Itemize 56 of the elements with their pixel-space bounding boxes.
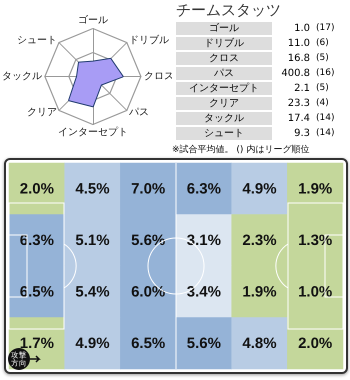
data-label: 4.9% <box>75 334 110 352</box>
data-label: 5.6% <box>186 334 221 352</box>
category-label: クリア <box>176 97 272 110</box>
spoke-label: ゴール <box>78 14 108 26</box>
data-label: 4.5% <box>75 180 110 198</box>
spoke-label: パス <box>128 107 149 118</box>
category-label: インターセプト <box>176 82 272 95</box>
data-label: (14) <box>315 127 336 140</box>
data-label: 2.1 <box>293 82 311 95</box>
data-label: 6.5% <box>131 334 166 352</box>
category-label: ゴール <box>176 22 272 35</box>
data-label: 16.8 <box>286 52 311 65</box>
data-label: 17.4 <box>286 112 311 125</box>
data-label: 6.3% <box>186 180 221 198</box>
data-label: 1.9% <box>242 283 277 300</box>
data-label: 3.1% <box>186 232 221 249</box>
data-label: 2.3% <box>242 232 277 249</box>
category-label: パス <box>176 67 272 80</box>
data-label: 11.0 <box>286 37 311 50</box>
data-label: 1.9% <box>298 180 332 198</box>
data-label: 5.6% <box>131 232 166 249</box>
category-label: シュート <box>176 127 272 140</box>
spoke-label: タックル <box>2 71 42 82</box>
data-label: 1.0% <box>298 283 332 300</box>
data-label: 4.8% <box>242 334 277 352</box>
category-label: タックル <box>176 112 272 125</box>
spoke-label: ドリブル <box>128 34 169 46</box>
data-label: 400.8 <box>280 67 311 80</box>
data-label: 7.0% <box>131 180 166 198</box>
data-label: (5) <box>315 82 330 95</box>
data-label: 1.3% <box>298 232 332 249</box>
data-label: 5.1% <box>75 232 110 249</box>
category-label: ドリブル <box>176 37 272 50</box>
data-label: 6.0% <box>131 283 166 300</box>
data-label: 6.5% <box>20 283 54 300</box>
text: ※試合平均値。 () 内はリーグ順位 <box>172 144 310 156</box>
data-label: 23.3 <box>286 97 311 110</box>
data-label: 2.0% <box>20 180 54 198</box>
data-label: (14) <box>315 112 336 125</box>
category-label: クロス <box>176 52 272 65</box>
data-label: 2.0% <box>298 334 332 352</box>
data-label: 1.0 <box>293 22 311 35</box>
data-label: 1.7% <box>20 334 54 352</box>
data-label: 9.3 <box>293 127 311 140</box>
data-label: (16) <box>315 67 336 80</box>
data-label: (5) <box>315 52 330 65</box>
spoke-label: シュート <box>16 34 57 46</box>
data-label: (6) <box>315 37 330 50</box>
spoke-label: クリア <box>26 107 57 118</box>
spoke-label: インターセプト <box>58 126 128 138</box>
text: チームスタッツ <box>176 1 282 20</box>
data-label: (17) <box>315 22 336 35</box>
data-label: 5.4% <box>75 283 110 300</box>
data-label: 4.9% <box>242 180 277 198</box>
data-label: (4) <box>315 97 330 110</box>
data-label: 3.4% <box>186 283 221 300</box>
